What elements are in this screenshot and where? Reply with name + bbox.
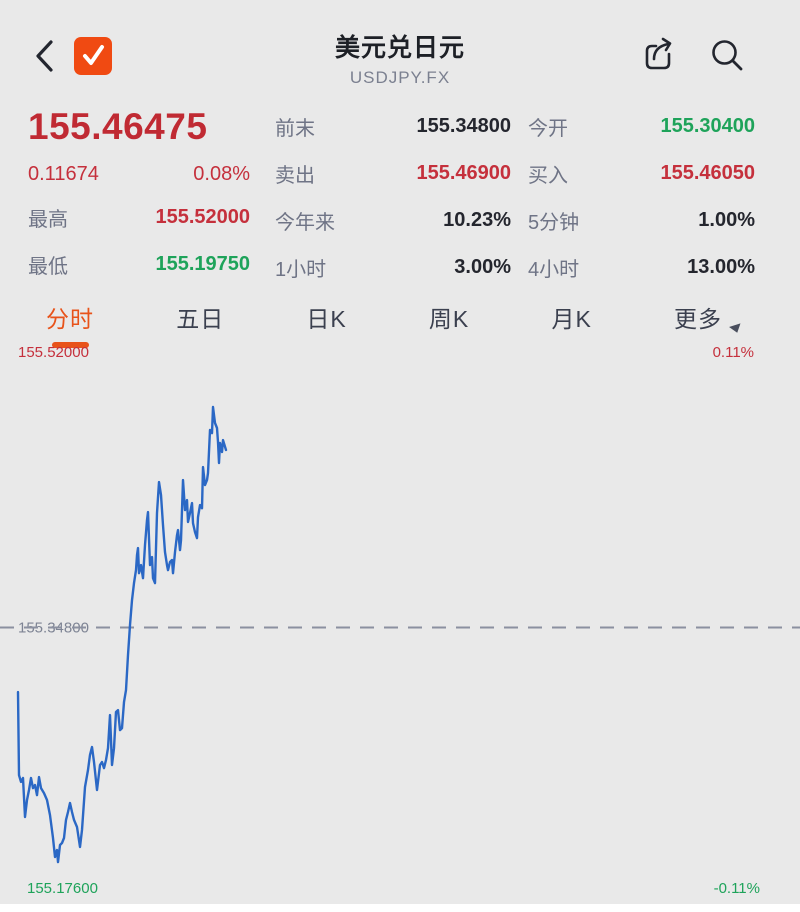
tab-daily-k[interactable]: 日K bbox=[306, 306, 347, 332]
stat-value: 155.46900 bbox=[416, 162, 511, 184]
search-button[interactable] bbox=[706, 34, 748, 76]
stat-label: 1小时 bbox=[275, 259, 327, 281]
watchlist-checkbox-button[interactable] bbox=[74, 37, 112, 75]
stat-row-open: 今开 155.30400 bbox=[528, 103, 755, 150]
stat-label: 4小时 bbox=[528, 259, 580, 281]
stat-row-5min: 5分钟 1.00% bbox=[528, 197, 755, 244]
quote-panel: 155.46475 0.11674 0.08% 最高 155.52000 最低 … bbox=[0, 100, 800, 291]
price-change-percent: 0.08% bbox=[193, 162, 250, 185]
checkbox-icon bbox=[83, 45, 104, 65]
stat-label: 最高 bbox=[28, 209, 68, 231]
share-icon bbox=[645, 37, 672, 70]
stat-label: 最低 bbox=[28, 256, 68, 278]
period-tabs: 分时 五日 日K 周K 月K 更多 bbox=[0, 300, 800, 354]
stat-value: 13.00% bbox=[687, 256, 755, 278]
tab-monthly-k[interactable]: 月K bbox=[551, 306, 592, 332]
stat-value: 10.23% bbox=[443, 209, 511, 231]
tab-weekly-k[interactable]: 周K bbox=[428, 306, 470, 332]
back-button[interactable] bbox=[34, 36, 60, 76]
stat-label: 今年来 bbox=[275, 212, 335, 234]
stat-row-1h: 1小时 3.00% bbox=[275, 244, 511, 291]
stat-label: 卖出 bbox=[275, 165, 315, 187]
price-change: 0.11674 bbox=[28, 162, 99, 185]
header: 美元兑日元 USDJPY.FX bbox=[0, 28, 800, 96]
stat-row-ytd: 今年来 10.23% bbox=[275, 197, 511, 244]
last-price: 155.46475 bbox=[28, 106, 208, 147]
stat-label: 前末 bbox=[275, 118, 315, 140]
stat-value: 155.52000 bbox=[155, 206, 250, 228]
tab-minute[interactable]: 分时 bbox=[46, 300, 94, 354]
stat-row-high: 最高 155.52000 bbox=[28, 194, 250, 241]
back-icon bbox=[36, 40, 53, 72]
stat-value: 155.19750 bbox=[155, 253, 250, 275]
intraday-chart[interactable]: 155.34800 bbox=[0, 363, 800, 904]
symbol-code: USDJPY.FX bbox=[349, 68, 451, 87]
search-icon bbox=[712, 40, 743, 71]
chart-min-price-label: 155.17600 bbox=[27, 880, 98, 897]
stat-value: 155.46050 bbox=[660, 162, 755, 184]
stat-row-4h: 4小时 13.00% bbox=[528, 244, 755, 291]
stat-label: 买入 bbox=[528, 165, 568, 187]
tab-5day[interactable]: 五日 bbox=[176, 306, 225, 332]
stat-value: 155.30400 bbox=[660, 115, 755, 137]
chart-max-price-label: 155.52000 bbox=[18, 344, 89, 361]
page-title: 美元兑日元 bbox=[334, 34, 465, 62]
stat-label: 5分钟 bbox=[528, 212, 580, 234]
chart-max-percent-label: 0.11% bbox=[712, 344, 754, 361]
stat-value: 155.34800 bbox=[416, 115, 511, 137]
stat-value: 3.00% bbox=[454, 256, 511, 278]
stat-row-prev-close: 前末 155.34800 bbox=[275, 103, 511, 150]
stat-value: 1.00% bbox=[698, 209, 755, 231]
home-indicator-strip bbox=[0, 904, 800, 912]
stat-row-low: 最低 155.19750 bbox=[28, 241, 250, 288]
active-tab-underline bbox=[51, 342, 89, 348]
stat-row-bid: 买入 155.46050 bbox=[528, 150, 755, 197]
chart-min-percent-label: -0.11% bbox=[713, 880, 760, 897]
dropdown-arrow-icon bbox=[729, 323, 743, 335]
stat-row-ask: 卖出 155.46900 bbox=[275, 150, 511, 197]
share-button[interactable] bbox=[638, 34, 680, 76]
price-line bbox=[16, 405, 228, 864]
tab-more[interactable]: 更多 bbox=[674, 300, 743, 354]
stat-label: 今开 bbox=[528, 118, 568, 140]
